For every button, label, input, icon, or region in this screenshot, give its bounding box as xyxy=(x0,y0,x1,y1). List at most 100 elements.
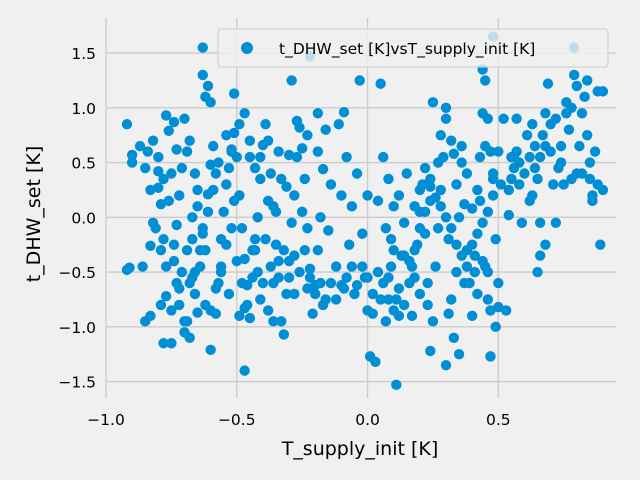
data-point xyxy=(362,272,373,283)
data-point xyxy=(349,288,360,300)
data-point xyxy=(582,129,593,141)
y-axis-label: t_DHW_set [K] xyxy=(23,146,45,283)
data-point xyxy=(393,190,405,201)
data-point xyxy=(312,244,324,256)
data-point xyxy=(244,135,256,146)
data-point xyxy=(589,146,601,157)
data-point xyxy=(472,184,483,196)
data-point xyxy=(427,97,439,108)
data-point xyxy=(597,86,609,97)
data-point xyxy=(304,263,316,274)
data-point xyxy=(375,294,386,305)
data-point xyxy=(168,239,180,250)
data-point xyxy=(477,217,488,228)
data-point xyxy=(398,299,410,311)
data-point xyxy=(197,42,208,53)
data-point xyxy=(325,277,337,289)
data-point xyxy=(228,127,240,139)
x-tick-label: 0.0 xyxy=(355,411,380,429)
data-point xyxy=(160,290,172,302)
data-point xyxy=(466,239,478,250)
y-tick-labels: −1.5 −1.0 −0.5 0.0 0.5 1.0 1.5 xyxy=(58,45,96,392)
data-point xyxy=(435,184,446,196)
data-point xyxy=(354,75,365,86)
data-point xyxy=(511,113,522,124)
data-point xyxy=(278,244,290,256)
data-point xyxy=(419,162,431,174)
data-point xyxy=(414,223,426,234)
data-point xyxy=(480,75,491,86)
data-point xyxy=(187,234,198,245)
data-point xyxy=(540,140,551,152)
data-point xyxy=(414,184,426,196)
x-tick-label: −0.5 xyxy=(218,411,256,429)
data-point xyxy=(540,108,551,119)
data-point xyxy=(440,212,452,223)
data-point xyxy=(427,316,439,327)
data-point xyxy=(393,310,405,322)
data-point xyxy=(205,159,216,170)
x-tick-label: −1.0 xyxy=(87,411,125,429)
data-point xyxy=(385,261,397,272)
data-point xyxy=(587,195,598,207)
data-point xyxy=(260,119,271,130)
data-point xyxy=(312,146,324,157)
data-point xyxy=(158,338,169,349)
data-point xyxy=(383,294,394,305)
data-point xyxy=(257,277,269,289)
data-point xyxy=(150,223,161,234)
data-point xyxy=(283,149,295,161)
data-point xyxy=(202,206,214,218)
data-point xyxy=(255,151,266,163)
data-point xyxy=(595,239,606,250)
data-point xyxy=(362,305,373,316)
data-point xyxy=(380,223,392,234)
data-point xyxy=(534,151,546,163)
data-point xyxy=(155,198,167,210)
data-point xyxy=(568,69,580,81)
data-point xyxy=(202,80,214,92)
data-point xyxy=(278,329,290,340)
data-point xyxy=(265,261,276,272)
data-point xyxy=(524,151,535,163)
y-tick-label: 1.5 xyxy=(71,45,96,63)
data-point xyxy=(174,283,185,294)
data-point xyxy=(391,379,402,391)
data-point xyxy=(192,201,203,212)
data-point xyxy=(500,305,512,316)
data-point xyxy=(168,255,180,267)
data-point xyxy=(289,190,300,201)
data-point xyxy=(493,301,504,313)
data-point xyxy=(375,78,386,89)
data-point xyxy=(493,146,504,157)
data-point xyxy=(181,244,193,256)
data-point xyxy=(451,179,462,190)
data-point xyxy=(469,266,480,278)
data-point xyxy=(336,190,347,201)
data-point xyxy=(205,344,216,356)
data-point xyxy=(137,261,148,272)
data-point xyxy=(299,173,310,185)
data-point xyxy=(315,277,326,289)
data-point xyxy=(574,140,585,152)
data-point xyxy=(231,255,242,267)
data-point xyxy=(166,305,177,316)
data-point xyxy=(155,244,167,256)
data-point xyxy=(456,140,467,152)
data-point xyxy=(262,135,274,146)
data-point xyxy=(550,113,562,124)
data-point xyxy=(140,162,151,174)
data-point xyxy=(477,255,488,267)
data-point xyxy=(440,102,452,113)
data-point xyxy=(548,179,559,190)
data-point xyxy=(145,310,156,322)
data-point xyxy=(490,234,501,245)
data-point xyxy=(218,206,229,218)
data-point xyxy=(168,116,180,128)
data-point xyxy=(171,219,182,231)
legend-marker xyxy=(241,42,253,54)
data-point xyxy=(443,234,454,245)
data-point xyxy=(145,240,156,251)
data-point xyxy=(336,280,347,291)
data-point xyxy=(532,266,543,278)
